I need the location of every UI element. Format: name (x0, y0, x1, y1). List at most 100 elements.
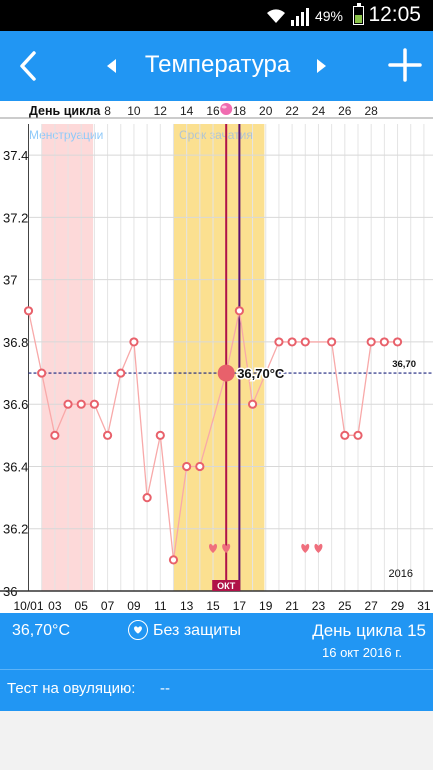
cycle-day: День цикла 15 (312, 621, 426, 640)
cycle-day-tick: 14 (180, 104, 194, 118)
reference-line-label: 36,70 (392, 359, 416, 370)
temperature-point (76, 399, 86, 409)
x-tick-label: 10/01 (13, 599, 43, 613)
cycle-day-tick: 12 (154, 104, 168, 118)
y-tick-label: 36.8 (3, 335, 28, 350)
band-label-menstruation: Менструации (29, 128, 103, 142)
temperature-point (287, 337, 297, 347)
temperature-point (63, 399, 73, 409)
x-tick-label: 23 (312, 599, 326, 613)
selected-point-label: 36,70°C (237, 366, 285, 381)
y-tick-label: 37 (3, 273, 17, 288)
selected-temperature: 36,70°C (12, 622, 70, 639)
cycle-day-header: День цикла (29, 104, 101, 118)
x-tick-label: 03 (48, 599, 62, 613)
temperature-point (327, 337, 337, 347)
y-tick-label: 36.6 (3, 397, 28, 412)
x-tick-label: 11 (154, 599, 167, 613)
month-marker-box (212, 580, 241, 591)
band-label-conception: Срок зачатия (179, 128, 253, 142)
cycle-day-tick: 10 (127, 104, 141, 118)
x-tick-label: 13 (180, 599, 194, 613)
screen-title: Температура (144, 51, 291, 78)
app-bar: Температура (0, 31, 433, 101)
back-arrow-icon[interactable] (14, 49, 44, 83)
temperature-point (300, 337, 310, 347)
temperature-point (340, 430, 350, 440)
x-tick-label: 07 (101, 599, 115, 613)
cycle-day-tick: 20 (259, 104, 273, 118)
ovulation-test-value: -- (160, 680, 170, 697)
temperature-point (102, 430, 113, 440)
cycle-day-tick: 22 (285, 104, 299, 118)
cycle-day-tick: 16 (206, 104, 220, 118)
temperature-point (129, 337, 139, 347)
cycle-day-tick: 8 (104, 104, 111, 118)
clock: 12:05 (368, 3, 421, 26)
y-tick-label: 36.2 (3, 522, 28, 537)
x-tick-label: 21 (285, 599, 299, 613)
temperature-point (116, 368, 126, 378)
temperature-point (168, 555, 179, 565)
temperature-chart[interactable]: День цикла 8 10 12 14 16 18 20 22 24 26 28 Менструац… (0, 101, 433, 613)
temperature-point (89, 399, 100, 409)
ovulation-marker-highlight (221, 105, 227, 109)
temperature-point (234, 306, 244, 316)
heart-circle-icon[interactable] (128, 620, 148, 640)
next-triangle-icon[interactable] (313, 56, 329, 76)
protection-status[interactable]: Без защиты (153, 622, 241, 639)
chart-canvas[interactable]: День цикла 8 10 12 14 16 18 20 22 24 26 28 Менструац… (0, 101, 433, 613)
cycle-day-tick: 24 (312, 104, 326, 118)
x-tick-label: 05 (75, 599, 89, 613)
temperature-point (50, 430, 60, 440)
previous-triangle-icon[interactable] (104, 56, 120, 76)
ovulation-test-label: Тест на овуляцию: (7, 680, 136, 697)
signal-icon (291, 8, 309, 26)
x-tick-label: 09 (127, 599, 141, 613)
temperature-point (274, 337, 284, 347)
selected-point-label-halo: 36,70°C (237, 366, 285, 381)
x-tick-label: 29 (391, 599, 405, 613)
heart-icon (222, 543, 231, 553)
status-bar: 49% 12:05 (0, 0, 433, 31)
selected-date: 16 окт 2016 г. (322, 645, 402, 660)
ovulation-marker-icon (220, 103, 233, 115)
x-tick-label: 19 (259, 599, 273, 613)
selected-point-marker (217, 364, 235, 382)
month-marker-label: ОКТ (217, 581, 236, 591)
temperature-point (142, 493, 152, 503)
shaded-band (41, 124, 94, 591)
temperature-point (37, 368, 47, 378)
temperature-point (155, 430, 165, 440)
temperature-point (392, 337, 403, 347)
temperature-point (353, 430, 363, 440)
heart-icon (209, 543, 218, 553)
add-plus-icon[interactable] (388, 48, 422, 82)
temperature-point (23, 306, 34, 316)
wifi-icon (267, 9, 285, 23)
selected-day-info: 36,70°C Без защиты День цикла 15 16 окт … (0, 613, 433, 669)
battery-icon (353, 3, 364, 25)
battery-percent: 49% (314, 8, 343, 24)
x-tick-label: 31 (417, 599, 431, 613)
x-tick-label: 25 (338, 599, 352, 613)
y-tick-label: 36.4 (3, 459, 28, 474)
cycle-day-tick: 18 (233, 104, 247, 118)
temperature-point (182, 461, 192, 472)
heart-icon (301, 543, 310, 553)
temperature-point (366, 337, 376, 347)
y-tick-label: 37.2 (3, 210, 28, 225)
x-tick-label: 15 (206, 599, 220, 613)
y-tick-label: 37.4 (3, 148, 28, 163)
ovulation-test-row[interactable]: Тест на овуляцию: -- (0, 669, 433, 711)
shaded-band (173, 124, 265, 591)
year-label: 2016 (389, 568, 413, 580)
x-tick-label: 17 (233, 599, 247, 613)
heart-icon (314, 543, 323, 553)
cycle-day-tick: 28 (365, 104, 379, 118)
cycle-day-tick: 26 (338, 104, 352, 118)
x-tick-label: 27 (365, 599, 379, 613)
temperature-point (247, 399, 258, 409)
temperature-point (195, 461, 205, 472)
temperature-point (379, 337, 389, 347)
